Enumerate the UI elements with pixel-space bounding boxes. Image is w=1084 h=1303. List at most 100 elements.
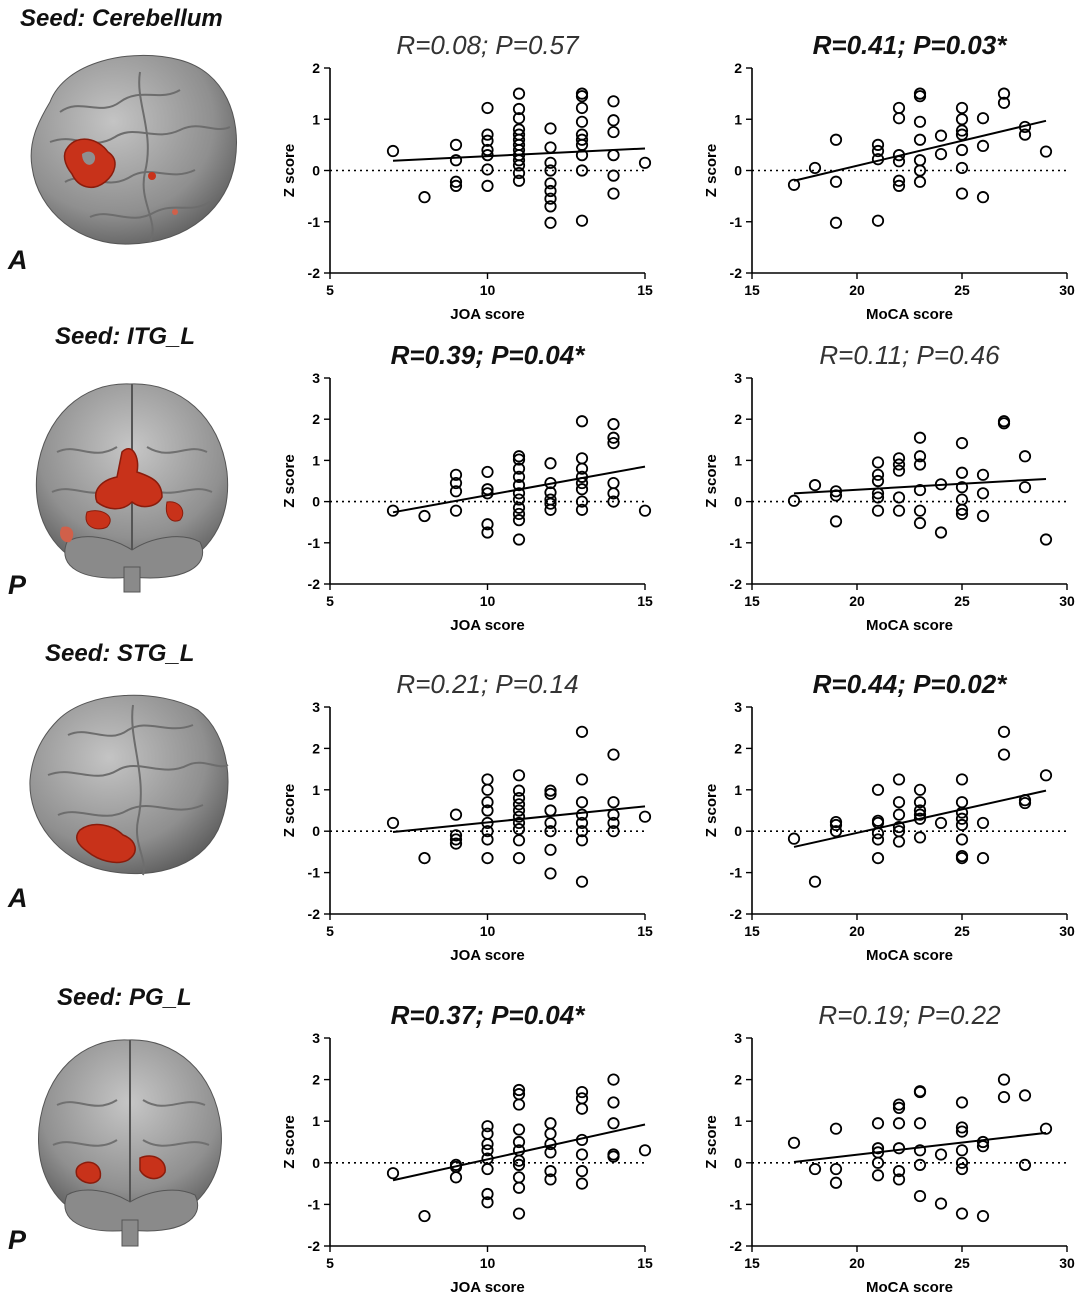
data-point [638,156,652,169]
data-point [575,1085,589,1099]
x-tick-label: 20 [849,282,865,298]
y-tick-label: -1 [308,535,321,551]
x-tick-label: 20 [849,923,865,939]
view-label-row-4: P [8,1225,27,1255]
y-tick-label: 3 [312,370,320,386]
data-point [481,179,494,192]
data-point [544,1165,557,1178]
y-tick-label: 0 [312,163,320,179]
data-point [607,95,620,108]
data-point [871,1169,885,1182]
chart-8: R=0.19; P=0.22 -2 -1 0 1 2 3 15 20 25 30 MoCA score… [703,1000,1075,1296]
data-point [607,418,620,431]
data-point [386,144,400,158]
data-point [575,115,589,128]
data-point [1018,796,1032,810]
data-point [575,773,589,786]
data-point [1018,1158,1032,1171]
data-point [607,125,620,139]
chart-title: R=0.44; P=0.02* [813,669,1009,699]
data-point [575,808,589,821]
regression-line [392,805,646,834]
data-point [512,834,526,847]
data-point [481,1144,494,1157]
data-point [512,823,526,836]
y-tick-label: 0 [734,823,742,839]
data-point [1018,1089,1032,1102]
data-point [808,479,822,492]
data-point [449,1171,463,1184]
data-point [871,827,885,840]
data-point [512,159,526,172]
data-point [997,748,1011,761]
data-point [1039,533,1053,546]
data-point [449,175,463,188]
chart-3: R=0.39; P=0.04* -2 -1 0 1 2 3 5 10 15 JOA score Z s… [281,340,653,634]
data-point [1039,145,1053,158]
data-point [512,791,526,805]
data-point [638,810,652,823]
data-point [607,748,620,761]
data-point [913,175,927,188]
data-point [512,462,526,475]
y-tick-label: 2 [312,740,320,756]
x-tick-label: 30 [1059,923,1075,939]
data-point [955,1125,969,1138]
data-point [892,1117,906,1130]
x-tick-label: 15 [744,593,760,609]
data-point [512,1154,526,1167]
data-point [997,417,1011,430]
data-point [544,192,557,205]
y-tick-label: -1 [730,1196,743,1212]
x-tick-label: 15 [637,593,653,609]
y-axis-label: Z score [281,1115,298,1168]
data-point [1018,450,1032,463]
data-point [892,773,906,786]
data-point [955,128,969,141]
data-point [955,481,969,494]
data-point [607,1073,620,1086]
data-point [787,178,801,191]
data-point [512,1158,526,1171]
data-point [1018,120,1032,134]
y-tick-label: -1 [308,865,321,881]
data-point [607,1096,620,1109]
data-point [544,1146,557,1159]
regression-line [793,1131,1047,1163]
data-point [512,87,526,100]
data-point [934,148,948,161]
data-point [481,149,494,162]
data-point [481,1137,494,1151]
data-point [976,509,990,523]
view-label-row-3: A [8,883,28,913]
data-point [913,1158,927,1171]
regression-line [392,1123,646,1182]
chart-1: R=0.08; P=0.57 -2 -1 0 1 2 5 10 15 JOA score Z sco… [281,30,653,323]
data-point [934,526,948,539]
data-point [871,1142,885,1155]
data-point [575,1148,589,1161]
data-point [934,1197,948,1210]
chart-title: R=0.19; P=0.22 [818,1000,1001,1030]
data-point [418,852,431,865]
seed-title-row-4: Seed: PG_L [57,984,192,1011]
data-point [892,464,906,477]
x-tick-label: 15 [744,923,760,939]
data-point [575,462,589,475]
x-tick-label: 10 [480,923,496,939]
data-point [976,139,990,152]
data-point [544,184,557,198]
data-point [892,1101,906,1114]
data-point [871,456,885,469]
data-point [607,816,620,830]
data-point [449,829,463,842]
data-point [544,843,557,856]
data-point [575,1133,589,1147]
data-point [481,483,494,496]
y-tick-label: 2 [312,1072,320,1088]
data-point [607,476,620,490]
y-tick-label: 2 [734,60,742,76]
data-point [386,1167,400,1180]
data-point [934,1148,948,1161]
